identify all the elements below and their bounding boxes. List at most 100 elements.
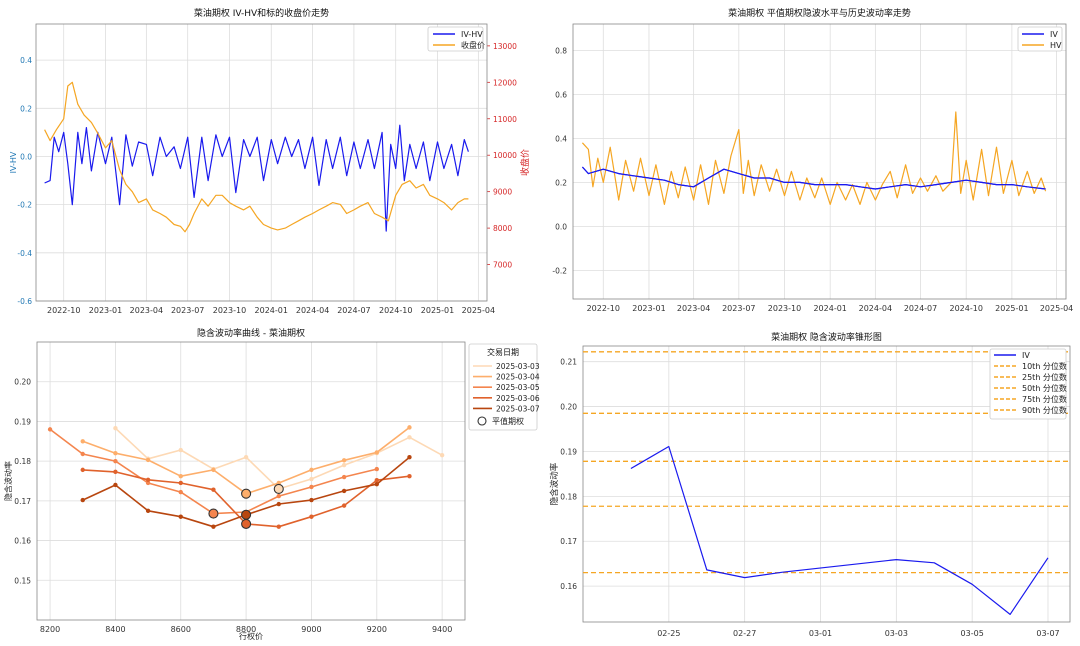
smile-point: [341, 488, 347, 494]
x-tick-label: 2025-04: [462, 306, 495, 315]
smile-point: [407, 435, 412, 440]
legend-atm-marker: [477, 416, 487, 426]
chart-title: 菜油期权 平值期权隐波水平与历史波动率走势: [728, 7, 911, 19]
legend-label: 10th 分位数: [1022, 361, 1067, 371]
y-axis-label: 隐含波动率: [3, 461, 13, 501]
x-tick-label: 2023-07: [171, 306, 204, 315]
series-line-close: [44, 81, 469, 233]
x-axis-label: 行权价: [239, 631, 263, 641]
y-tick-label: -0.2: [17, 201, 32, 210]
smile-point: [145, 457, 151, 463]
x-tick-label: 9200: [367, 625, 387, 634]
legend-label: 2025-03-03: [496, 362, 540, 371]
chart-iv-cone: 02-25 02-27 03-01 03-03 03-05 03-07 0.16 0.17 0.…: [549, 331, 1071, 638]
chart-iv-smile: 8200 8400 8600 8800 9000 9200 9400 0.15 0.16 0.17…: [3, 327, 540, 641]
x-tick-label: 2024-01: [813, 304, 846, 313]
x-tick-label: 2025-04: [1040, 304, 1073, 313]
y2-tick-label: 11000: [493, 115, 517, 124]
y-tick-label: -0.2: [552, 266, 567, 275]
smile-point: [113, 425, 118, 431]
smile-point: [178, 489, 183, 495]
smile-point: [80, 467, 85, 473]
smile-point: [439, 452, 445, 458]
y-tick-label: 0.18: [560, 492, 577, 501]
y-tick-label: 0.6: [555, 90, 567, 99]
series-line-iv-hv: [44, 124, 469, 232]
smile-point: [374, 466, 379, 472]
plot-frame: [35, 23, 488, 302]
x-tick-label: 8400: [105, 625, 125, 634]
legend-label: 平值期权: [492, 416, 524, 426]
x-tick-label: 2025-01: [421, 306, 454, 315]
x-tick-label: 2024-07: [904, 304, 937, 313]
smile-point: [276, 524, 281, 529]
legend-label: 50th 分位数: [1022, 383, 1067, 393]
y-tick-label: 0.20: [560, 403, 577, 412]
smile-point: [80, 497, 85, 503]
x-tick-label: 2024-04: [859, 304, 892, 313]
smile-point: [374, 450, 379, 455]
plot-frame: [36, 341, 466, 621]
y-tick-label: 0.17: [560, 537, 577, 546]
atm-marker: [241, 488, 252, 499]
smile-point: [374, 481, 379, 487]
smile-point: [113, 482, 118, 488]
y-tick-label: 0.17: [14, 497, 31, 506]
legend-label: 75th 分位数: [1022, 394, 1067, 404]
y-tick-label: -0.6: [17, 297, 32, 306]
x-tick-label: 2023-10: [768, 304, 801, 313]
x-tick-label: 02-25: [657, 629, 680, 638]
x-tick-label: 03-01: [809, 629, 832, 638]
x-tick-label: 2024-10: [949, 304, 982, 313]
legend-label: 90th 分位数: [1022, 405, 1067, 415]
smile-point: [80, 439, 85, 444]
y2-tick-label: 7000: [493, 261, 512, 270]
series-line-iv: [630, 445, 1049, 616]
y-tick-label: 0.16: [560, 582, 577, 591]
x-tick-label: 03-07: [1036, 629, 1059, 638]
smile-point: [341, 474, 347, 480]
x-tick-label: 2023-04: [677, 304, 710, 313]
chart-title: 菜油期权 隐含波动率锥形图: [771, 331, 882, 343]
x-tick-label: 2022-10: [47, 306, 80, 315]
legend-label: 2025-03-05: [496, 383, 540, 392]
x-tick-label: 9000: [301, 625, 321, 634]
x-tick-label: 8600: [171, 625, 191, 634]
x-tick-label: 2024-01: [255, 306, 288, 315]
smile-point: [341, 458, 347, 463]
atm-marker: [208, 508, 219, 519]
y-tick-label: 0.8: [555, 46, 567, 55]
smile-point: [211, 467, 216, 473]
y-tick-label: 0.19: [14, 417, 31, 426]
legend-label: 收盘价: [461, 40, 485, 50]
x-tick-label: 2025-01: [995, 304, 1028, 313]
smile-point: [113, 451, 118, 456]
smile-point: [407, 454, 412, 460]
legend-title: 交易日期: [487, 347, 519, 357]
y-tick-label: 0.2: [20, 104, 32, 113]
smile-point: [309, 476, 314, 482]
x-tick-label: 2022-10: [587, 304, 620, 313]
y2-tick-label: 10000: [493, 151, 517, 160]
plot-frame: [572, 23, 1067, 300]
series-line-hv: [581, 111, 1047, 205]
smile-point: [276, 493, 281, 499]
smile-point: [145, 477, 151, 483]
y-tick-label: 0.15: [14, 576, 31, 585]
x-tick-label: 8200: [40, 625, 60, 634]
y-tick-label: 0.4: [20, 56, 32, 65]
smile-point: [407, 425, 412, 430]
y-tick-label: 0.16: [14, 537, 31, 546]
y-tick-label: 0.19: [560, 447, 577, 456]
y-tick-label: 0.0: [555, 222, 567, 231]
chart-atm-iv-hv: 2022-10 2023-01 2023-04 2023-07 2023-10 2024-…: [552, 7, 1073, 313]
smile-point: [309, 484, 314, 490]
y2-tick-label: 8000: [493, 224, 512, 233]
y2-tick-label: 9000: [493, 188, 512, 197]
atm-marker: [273, 483, 284, 494]
y-axis-label: 隐含波动率: [549, 462, 560, 505]
atm-marker: [241, 518, 252, 529]
x-tick-label: 9400: [432, 625, 452, 634]
x-tick-label: 8800: [236, 625, 256, 634]
y2-axis-label: 收盘价: [519, 149, 531, 176]
